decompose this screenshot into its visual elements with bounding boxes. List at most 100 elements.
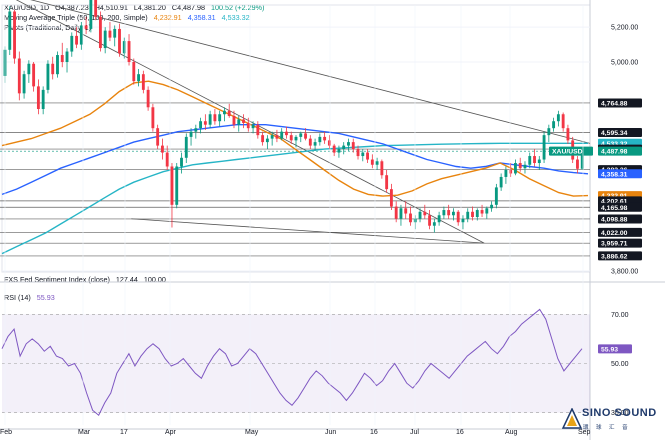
- candle-body: [156, 128, 160, 146]
- price-tag: [598, 202, 642, 212]
- candle-body: [552, 121, 556, 129]
- price-tag-label: 4,165.98: [601, 205, 628, 212]
- ma50-line: [1, 80, 589, 197]
- candle-body: [318, 136, 322, 143]
- candle-body: [32, 63, 36, 87]
- candle-body: [409, 213, 412, 223]
- price-tag: [598, 169, 642, 179]
- candle-body: [475, 210, 479, 218]
- candle-body: [375, 161, 379, 165]
- candle-body: [41, 89, 45, 110]
- candle-body: [56, 55, 59, 75]
- candle-body: [127, 41, 131, 62]
- candle-body: [447, 210, 451, 216]
- candle-body: [394, 206, 398, 219]
- candle-body: [542, 135, 546, 160]
- candle-body: [561, 114, 565, 129]
- candle-body: [60, 55, 64, 62]
- candle-body: [199, 121, 203, 129]
- rsi-line: [1, 308, 583, 416]
- candle-body: [428, 215, 432, 226]
- candle-body: [514, 163, 517, 174]
- ma200-line: [1, 142, 588, 255]
- time-tick-label: Sep: [578, 429, 591, 436]
- price-tag-label: XAU/USD: [552, 149, 583, 156]
- price-tag-label: 4,764.88: [601, 100, 628, 107]
- candle-body: [385, 175, 389, 190]
- candle-body: [51, 63, 55, 75]
- close-value: C4,487.98: [171, 3, 206, 12]
- candle-body: [242, 119, 245, 123]
- logo-sub: 環 球 汇 音: [583, 425, 631, 431]
- candle-body: [137, 74, 141, 82]
- candle-body: [256, 124, 260, 136]
- candle-body: [103, 30, 107, 49]
- time-tick-label: 16: [370, 429, 378, 436]
- sino-sound-logo: SINO SOUND 環 球 汇 音: [560, 404, 665, 440]
- candle-body: [165, 152, 169, 167]
- candle-body: [13, 11, 16, 59]
- candle-body: [451, 211, 455, 216]
- candle-body: [576, 159, 579, 169]
- candle-body: [22, 74, 26, 94]
- candle-body: [246, 122, 250, 129]
- sentiment-label: FXS Fed Sentiment Index (close): [4, 275, 110, 284]
- candle-body: [490, 204, 494, 209]
- candle-body: [389, 189, 393, 207]
- ma100-line: [1, 124, 589, 196]
- rsi-legend: RSI (14) 55.93: [4, 293, 55, 302]
- candle-body: [323, 136, 327, 141]
- candle-body: [46, 63, 50, 90]
- high-value: H4,510.91: [94, 3, 128, 12]
- candle-body: [485, 208, 489, 214]
- candle-body: [280, 131, 284, 139]
- time-tick-label: 17: [120, 429, 128, 436]
- candle-body: [347, 142, 350, 146]
- candle-body: [141, 74, 145, 90]
- candle-body: [504, 169, 508, 177]
- rsi-current-label: 55.93: [601, 346, 618, 353]
- candle-body: [332, 145, 336, 153]
- logo-icon: [562, 408, 582, 429]
- trend-line: [131, 218, 485, 244]
- sentiment-value: 127.44: [115, 275, 138, 284]
- candle-body: [442, 210, 446, 216]
- rsi-legend-value: 55.93: [36, 293, 55, 302]
- candle-body: [299, 133, 303, 137]
- ma200-value: 4,533.32: [221, 13, 250, 22]
- ma100-value: 4,358.31: [187, 13, 216, 22]
- time-tick-label: Jul: [410, 429, 419, 436]
- price-tag-label: 4,022.00: [601, 230, 628, 237]
- candle-body: [113, 28, 117, 38]
- candle-body: [122, 41, 126, 54]
- price-tag-label: 4,098.88: [601, 216, 628, 223]
- candle-body: [146, 89, 150, 108]
- candle-body: [189, 131, 193, 137]
- candle-body: [27, 63, 31, 75]
- candle-body: [580, 151, 584, 169]
- time-tick-label: Apr: [165, 429, 177, 436]
- candle-body: [132, 62, 136, 82]
- candle-body: [361, 152, 365, 157]
- candle-body: [208, 114, 212, 125]
- price-tag-label: 4,595.34: [601, 130, 628, 137]
- candle-body: [437, 215, 441, 223]
- price-tag-label: 3,886.62: [601, 253, 628, 260]
- price-tag: [598, 214, 642, 224]
- time-tick-label: Mar: [78, 429, 91, 436]
- ma-label: Moving Average Triple (50, 100, 200, Sim…: [4, 13, 148, 22]
- candle-body: [370, 159, 374, 165]
- rsi-tick-label: 70.00: [611, 312, 629, 319]
- candle-body: [533, 156, 536, 164]
- candle-body: [418, 211, 422, 219]
- candle-body: [108, 30, 112, 38]
- low-value: L4,381.20: [133, 3, 166, 12]
- candle-body: [547, 128, 551, 136]
- price-tag: [598, 146, 642, 156]
- candle-body: [237, 119, 241, 125]
- candle-body: [337, 149, 341, 153]
- candle-body: [556, 114, 560, 122]
- candle-body: [399, 208, 403, 219]
- price-tag-label: 4,533.32: [601, 141, 628, 148]
